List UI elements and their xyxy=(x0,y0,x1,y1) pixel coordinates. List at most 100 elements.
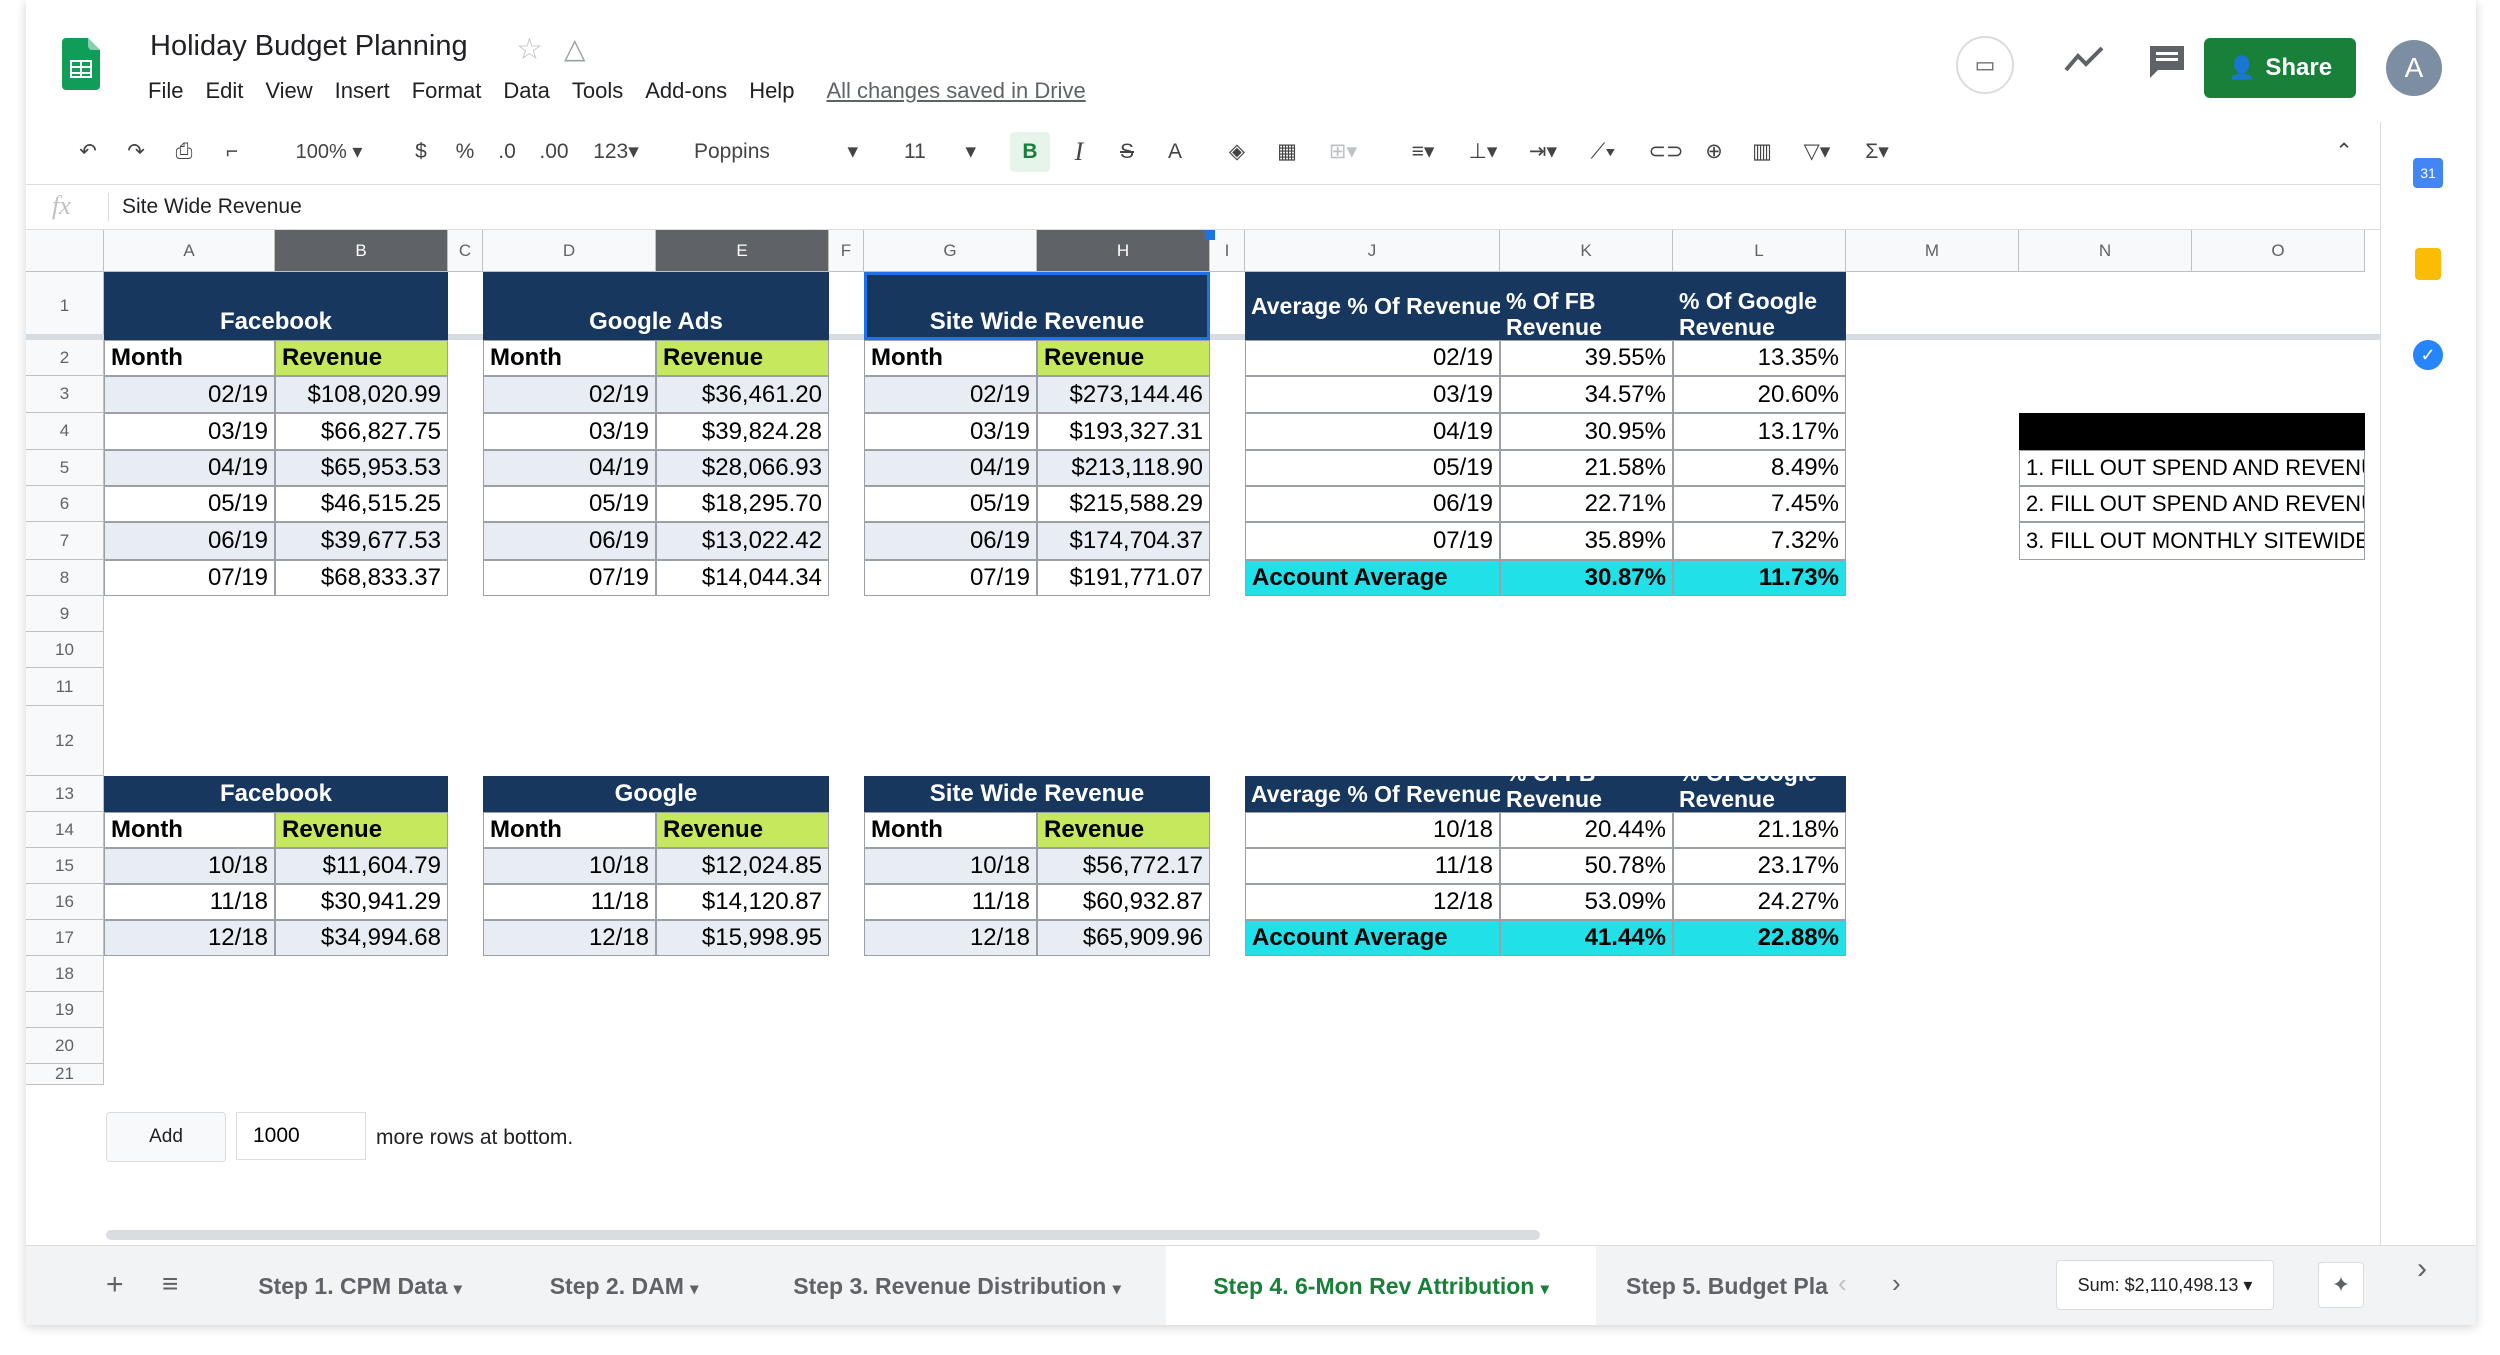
functions-icon[interactable]: Σ▾ xyxy=(1865,140,1889,163)
row-header-4[interactable]: 4 xyxy=(26,413,104,450)
explore-icon[interactable]: ✦ xyxy=(2318,1262,2364,1308)
selection-fill-handle[interactable] xyxy=(1205,230,1215,240)
add-rows-input[interactable]: 1000 xyxy=(236,1112,366,1160)
column-header-f[interactable]: F xyxy=(829,230,864,272)
column-header-n[interactable]: N xyxy=(2019,230,2192,272)
sum-select[interactable]: Sum: $2,110,498.13 ▾ xyxy=(2056,1260,2274,1310)
spreadsheet-grid[interactable]: A B C D E F G H I J K L M N O 1 2 3 4 5 6 7 8 9 10 11 12 13 14 15 16 17… xyxy=(26,230,2380,1110)
row-header-3[interactable]: 3 xyxy=(26,376,104,413)
sheet-tab-step3[interactable]: Step 3. Revenue Distribution ▾ xyxy=(793,1273,1121,1299)
all-sheets-icon[interactable]: ≡ xyxy=(162,1268,179,1299)
column-header-o[interactable]: O xyxy=(2192,230,2365,272)
decrease-decimal-button[interactable]: .0 xyxy=(498,140,516,163)
sheet-tab-step5[interactable]: Step 5. Budget Pla xyxy=(1600,1246,1832,1325)
column-header-c[interactable]: C xyxy=(448,230,483,272)
undo-icon[interactable]: ↶ xyxy=(79,140,97,163)
column-header-i[interactable]: I xyxy=(1210,230,1245,272)
add-sheet-icon[interactable]: + xyxy=(106,1268,124,1301)
italic-button[interactable]: I xyxy=(1074,137,1084,166)
row-header-15[interactable]: 15 xyxy=(26,848,104,884)
formula-input[interactable]: Site Wide Revenue xyxy=(122,195,302,218)
percent-format-button[interactable]: % xyxy=(455,140,475,163)
row-header-9[interactable]: 9 xyxy=(26,596,104,632)
column-header-k[interactable]: K xyxy=(1500,230,1673,272)
menu-insert[interactable]: Insert xyxy=(334,78,390,103)
sheet-tab-step1[interactable]: Step 1. CPM Data ▾ xyxy=(258,1273,462,1299)
menu-view[interactable]: View xyxy=(265,78,313,103)
menu-add-ons[interactable]: Add-ons xyxy=(645,78,728,103)
fill-color-icon[interactable]: ◈ xyxy=(1228,140,1246,163)
redo-icon[interactable]: ↷ xyxy=(127,140,145,163)
row-header-10[interactable]: 10 xyxy=(26,632,104,668)
column-header-e[interactable]: E xyxy=(656,230,829,272)
row-header-21[interactable]: 21 xyxy=(26,1064,104,1085)
row-header-8[interactable]: 8 xyxy=(26,560,104,596)
row-header-5[interactable]: 5 xyxy=(26,450,104,486)
collapse-toolbar-icon[interactable]: ⌃ xyxy=(2335,140,2353,163)
column-header-l[interactable]: L xyxy=(1673,230,1846,272)
select-all-corner[interactable] xyxy=(26,230,104,272)
scroll-tabs-left-icon[interactable]: ‹ xyxy=(1838,1268,1847,1298)
horizontal-scrollbar[interactable] xyxy=(106,1230,1540,1240)
borders-icon[interactable]: ▦ xyxy=(1277,140,1297,163)
row-header-16[interactable]: 16 xyxy=(26,884,104,920)
row-header-20[interactable]: 20 xyxy=(26,1028,104,1064)
row-header-2[interactable]: 2 xyxy=(26,340,104,376)
font-size-select[interactable]: 11 ▾ xyxy=(904,140,976,163)
insert-comment-icon[interactable]: ⊕ xyxy=(1705,140,1723,163)
sheet-tab-step2[interactable]: Step 2. DAM ▾ xyxy=(549,1273,699,1299)
menu-tools[interactable]: Tools xyxy=(571,78,624,103)
calendar-icon[interactable]: 31 xyxy=(2413,158,2443,188)
insert-link-icon[interactable]: ⊂⊃ xyxy=(1648,140,1684,163)
comment-icon[interactable] xyxy=(2148,44,2186,85)
print-icon[interactable]: ⎙ xyxy=(175,140,193,163)
comments-presence-icon[interactable]: ▭ xyxy=(1956,36,2014,94)
expand-side-panel-icon[interactable]: › xyxy=(2417,1252,2427,1285)
horizontal-align-icon[interactable]: ≡▾ xyxy=(1411,140,1435,163)
merge-cells-icon[interactable]: ⊞▾ xyxy=(1328,140,1358,163)
paint-format-icon[interactable]: ⌐ xyxy=(225,140,239,163)
row-header-12[interactable]: 12 xyxy=(26,706,104,776)
increase-decimal-button[interactable]: .00 xyxy=(539,140,569,163)
activity-trend-icon[interactable] xyxy=(2064,44,2104,79)
column-header-a[interactable]: A xyxy=(104,230,275,272)
filter-icon[interactable]: ▽▾ xyxy=(1803,140,1831,163)
insert-chart-icon[interactable]: ▥ xyxy=(1752,140,1772,163)
document-title[interactable]: Holiday Budget Planning xyxy=(150,30,468,62)
menu-format[interactable]: Format xyxy=(411,78,482,103)
keep-icon[interactable] xyxy=(2415,248,2441,280)
text-rotation-icon[interactable]: ⟋▾ xyxy=(1590,140,1616,163)
currency-format-button[interactable]: $ xyxy=(415,140,427,163)
column-header-g[interactable]: G xyxy=(864,230,1037,272)
text-color-button[interactable]: A xyxy=(1167,140,1182,163)
strikethrough-button[interactable]: S xyxy=(1119,140,1134,163)
row-header-17[interactable]: 17 xyxy=(26,920,104,956)
font-select[interactable]: Poppins ▾ xyxy=(694,140,858,163)
star-icon[interactable]: ☆ xyxy=(516,33,543,66)
row-header-1[interactable]: 1 xyxy=(26,272,104,340)
column-header-b[interactable]: B xyxy=(275,230,448,272)
vertical-align-icon[interactable]: ⊥▾ xyxy=(1468,140,1498,163)
sheet-tab-step4[interactable]: Step 4. 6-Mon Rev Attribution ▾ xyxy=(1166,1246,1596,1325)
more-formats-select[interactable]: 123▾ xyxy=(593,140,639,163)
move-to-drive-icon[interactable]: △ xyxy=(564,33,586,64)
menu-file[interactable]: File xyxy=(148,78,184,103)
column-header-m[interactable]: M xyxy=(1846,230,2019,272)
column-header-h[interactable]: H xyxy=(1037,230,1210,272)
row-header-19[interactable]: 19 xyxy=(26,992,104,1028)
menu-edit[interactable]: Edit xyxy=(205,78,244,103)
tasks-icon[interactable]: ✓ xyxy=(2413,340,2443,370)
sheets-logo-icon[interactable] xyxy=(62,38,100,90)
column-header-j[interactable]: J xyxy=(1245,230,1500,272)
save-status-link[interactable]: All changes saved in Drive xyxy=(826,78,1086,103)
row-header-7[interactable]: 7 xyxy=(26,522,104,560)
account-avatar[interactable]: A xyxy=(2386,40,2442,96)
row-header-14[interactable]: 14 xyxy=(26,812,104,848)
text-wrapping-icon[interactable]: ⇥▾ xyxy=(1528,140,1558,163)
row-header-6[interactable]: 6 xyxy=(26,486,104,522)
row-header-13[interactable]: 13 xyxy=(26,776,104,812)
zoom-select[interactable]: 100% ▾ xyxy=(295,141,363,163)
row-header-18[interactable]: 18 xyxy=(26,956,104,992)
row-header-11[interactable]: 11 xyxy=(26,668,104,706)
add-rows-button[interactable]: Add xyxy=(106,1112,226,1162)
